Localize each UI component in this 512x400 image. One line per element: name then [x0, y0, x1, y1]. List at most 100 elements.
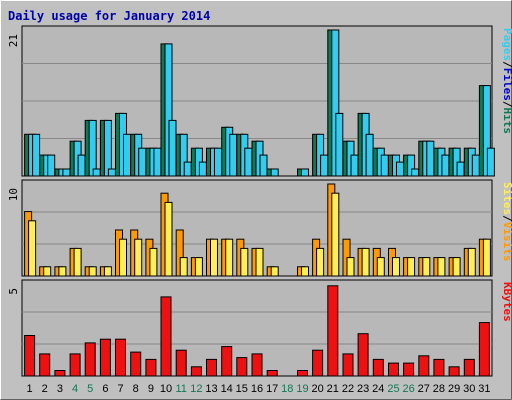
bar-pages-day-2: [47, 154, 56, 177]
day-label-15: 15: [236, 383, 248, 395]
day-label-7: 7: [117, 383, 123, 395]
day-label-23: 23: [357, 383, 369, 395]
bar-sites-day-24: [376, 257, 385, 277]
bar-sites-day-29: [452, 257, 461, 277]
bar-pages-day-4: [77, 154, 86, 177]
day-label-27: 27: [418, 383, 430, 395]
bar-kbytes-day-19: [297, 370, 308, 377]
bar-kbytes-day-17: [266, 370, 278, 377]
bar-kbytes-day-15: [236, 357, 248, 377]
bar-sites-day-6: [103, 266, 112, 277]
series-label-part: Sites: [501, 182, 512, 215]
bar-pages-day-23: [365, 133, 374, 177]
bar-pages-day-9: [153, 147, 162, 177]
day-label-2: 2: [42, 383, 48, 395]
series-label-part: Pages: [501, 28, 512, 61]
bar-files-day-19: [301, 168, 309, 177]
bar-sites-day-21: [331, 192, 340, 277]
day-labels: 1 2 3 4 5 6 7 8 9 10 11 12 13 14 15 16 17 18 19 20 21 22 23 24 2…: [27, 383, 491, 395]
bar-pages-day-14: [229, 133, 238, 177]
bar-pages-day-1: [32, 133, 41, 177]
day-label-11: 11: [175, 383, 186, 395]
bar-sites-day-9: [149, 247, 158, 277]
bar-sites-day-28: [437, 257, 446, 277]
bar-kbytes-day-30: [463, 358, 475, 377]
day-label-20: 20: [311, 383, 323, 395]
bar-sites-day-13: [210, 238, 218, 277]
bar-sites-day-16: [255, 247, 264, 277]
day-label-6: 6: [102, 383, 108, 395]
day-label-31: 31: [478, 383, 490, 395]
ymax-label-kbytes: 5: [7, 288, 20, 295]
bar-pages-day-20: [320, 154, 329, 177]
bar-kbytes-day-10: [160, 296, 172, 377]
day-label-14: 14: [221, 383, 233, 395]
day-label-5: 5: [87, 383, 93, 395]
bar-sites-day-15: [240, 247, 249, 277]
bar-sites-day-12: [194, 257, 203, 277]
series-label-pages_files: Pages/Files/Hits: [501, 28, 512, 134]
ymax-label-sites_visits: 10: [7, 188, 20, 201]
bar-sites-day-19: [301, 266, 309, 277]
bar-pages-day-12: [198, 161, 207, 177]
chart-title: Daily usage for January 2014: [8, 9, 210, 23]
bar-kbytes-day-11: [175, 349, 187, 377]
series-label-sites_visits: Sites/Visits: [501, 182, 512, 262]
bar-sites-day-5: [88, 266, 97, 277]
bar-pages-day-26: [411, 168, 420, 177]
bar-kbytes-day-5: [84, 342, 96, 377]
day-label-13: 13: [205, 383, 217, 395]
bar-kbytes-day-22: [342, 353, 354, 377]
series-label-part: /: [501, 215, 512, 222]
bar-kbytes-day-3: [54, 370, 66, 377]
bar-kbytes-day-21: [327, 285, 339, 377]
day-label-24: 24: [372, 383, 384, 395]
bar-pages-day-29: [456, 161, 465, 177]
series-label-part: /: [501, 101, 512, 108]
bar-sites-day-27: [422, 257, 431, 277]
bar-pages-day-30: [471, 154, 480, 177]
bar-kbytes-day-12: [190, 366, 202, 377]
bar-pages-day-31: [486, 147, 495, 177]
bar-kbytes-day-28: [433, 358, 445, 377]
bar-sites-day-10: [164, 201, 173, 277]
bar-sites-day-30: [467, 247, 476, 277]
bar-sites-day-11: [179, 257, 188, 277]
series-label-kbytes: KBytes: [501, 282, 512, 322]
bar-files-day-5: [88, 119, 97, 177]
bar-pages-day-21: [335, 112, 344, 177]
series-label-part: Hits: [501, 108, 512, 135]
day-label-30: 30: [463, 383, 475, 395]
bar-kbytes-day-6: [99, 338, 111, 377]
bar-kbytes-day-29: [448, 366, 460, 377]
series-label-part: /: [501, 61, 512, 68]
bar-kbytes-day-23: [357, 333, 369, 377]
bar-sites-day-31: [482, 238, 491, 277]
day-label-26: 26: [402, 383, 414, 395]
bar-sites-day-20: [316, 247, 325, 277]
bar-pages-day-6: [107, 168, 116, 177]
bar-pages-day-22: [350, 154, 359, 177]
bar-sites-day-7: [119, 238, 127, 277]
series-label-part: KBytes: [501, 282, 512, 322]
bar-pages-day-5: [92, 168, 101, 177]
bar-pages-day-28: [441, 154, 450, 177]
bar-pages-day-10: [168, 119, 177, 177]
day-label-21: 21: [327, 383, 339, 395]
bar-pages-day-15: [244, 147, 253, 177]
bar-sites-day-2: [43, 266, 52, 277]
day-label-22: 22: [342, 383, 354, 395]
panel-sites_visits: 10 Sites/Visits: [7, 179, 512, 277]
bar-files-day-17: [270, 168, 279, 177]
bar-kbytes-day-24: [372, 358, 384, 377]
bar-sites-day-4: [73, 247, 82, 277]
bar-kbytes-day-1: [24, 335, 36, 377]
bar-kbytes-day-2: [39, 353, 51, 377]
bar-sites-day-25: [392, 257, 400, 277]
bar-kbytes-day-9: [145, 358, 157, 377]
day-label-25: 25: [387, 383, 399, 395]
bar-pages-day-24: [380, 154, 389, 177]
